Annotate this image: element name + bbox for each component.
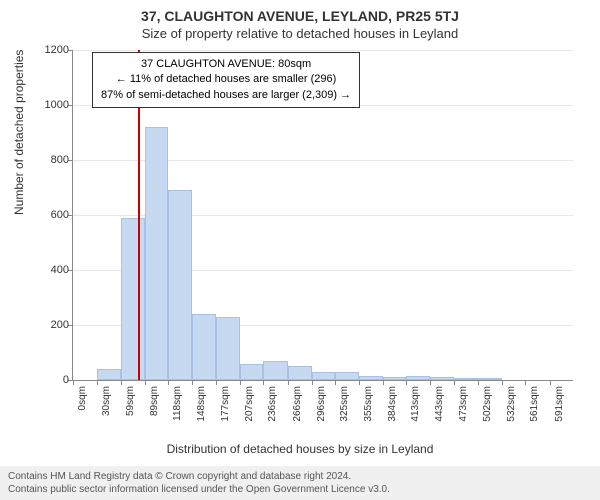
x-tick-label: 59sqm <box>125 386 136 416</box>
y-axis-label: Number of detached properties <box>12 50 26 215</box>
x-tick-mark <box>550 380 551 385</box>
x-tick-mark <box>145 380 146 385</box>
annotation-line-2: ← 11% of detached houses are smaller (29… <box>101 72 351 87</box>
x-tick-mark <box>454 380 455 385</box>
x-tick-label: 532sqm <box>506 386 517 422</box>
histogram-bar <box>359 376 382 380</box>
x-tick-label: 296sqm <box>316 386 327 422</box>
histogram-bar <box>430 377 454 380</box>
x-tick-label: 89sqm <box>149 386 160 416</box>
footer: Contains HM Land Registry data © Crown c… <box>0 466 600 500</box>
x-tick-mark <box>383 380 384 385</box>
y-tick-label: 600 <box>29 209 69 221</box>
x-tick-label: 355sqm <box>363 386 374 422</box>
grid-line <box>73 50 573 51</box>
histogram-bar <box>263 361 287 380</box>
x-tick-label: 207sqm <box>244 386 255 422</box>
page-title: 37, CLAUGHTON AVENUE, LEYLAND, PR25 5TJ <box>0 0 600 24</box>
y-tick-label: 200 <box>29 319 69 331</box>
x-tick-mark <box>478 380 479 385</box>
chart-container: 37, CLAUGHTON AVENUE, LEYLAND, PR25 5TJ … <box>0 0 600 500</box>
x-axis-label: Distribution of detached houses by size … <box>0 442 600 456</box>
x-tick-mark <box>406 380 407 385</box>
histogram-bar <box>383 377 406 380</box>
histogram-bar <box>454 378 477 380</box>
histogram-bar <box>288 366 312 380</box>
histogram-bar <box>240 364 263 381</box>
y-tick-label: 1200 <box>29 44 69 56</box>
x-tick-mark <box>312 380 313 385</box>
x-tick-mark <box>192 380 193 385</box>
x-tick-label: 118sqm <box>172 386 183 421</box>
annotation-box: 37 CLAUGHTON AVENUE: 80sqm ← 11% of deta… <box>92 52 360 108</box>
x-tick-mark <box>168 380 169 385</box>
y-tick-label: 1000 <box>29 99 69 111</box>
x-tick-label: 502sqm <box>482 386 493 422</box>
x-tick-mark <box>240 380 241 385</box>
page-subtitle: Size of property relative to detached ho… <box>0 24 600 41</box>
x-tick-label: 443sqm <box>434 386 445 422</box>
y-tick-label: 400 <box>29 264 69 276</box>
x-tick-label: 591sqm <box>554 386 565 422</box>
x-tick-label: 148sqm <box>196 386 207 422</box>
x-tick-label: 561sqm <box>529 386 540 422</box>
x-tick-label: 413sqm <box>410 386 421 422</box>
x-tick-mark <box>121 380 122 385</box>
annotation-line-1: 37 CLAUGHTON AVENUE: 80sqm <box>101 57 351 72</box>
histogram-bar <box>478 378 502 380</box>
x-tick-mark <box>216 380 217 385</box>
x-tick-label: 384sqm <box>387 386 398 422</box>
histogram-bar <box>97 369 120 380</box>
x-tick-label: 236sqm <box>267 386 278 422</box>
footer-line-2: Contains public sector information licen… <box>8 483 592 496</box>
x-tick-mark <box>525 380 526 385</box>
x-tick-label: 266sqm <box>292 386 303 422</box>
histogram-bar <box>406 376 430 380</box>
x-tick-label: 325sqm <box>339 386 350 422</box>
x-tick-label: 30sqm <box>101 386 112 416</box>
footer-line-1: Contains HM Land Registry data © Crown c… <box>8 470 592 483</box>
x-tick-mark <box>430 380 431 385</box>
x-tick-mark <box>359 380 360 385</box>
histogram-bar <box>121 218 145 380</box>
histogram-bar <box>168 190 192 380</box>
histogram-bar <box>312 372 335 380</box>
x-tick-mark <box>288 380 289 385</box>
histogram-bar <box>335 372 359 380</box>
histogram-bar <box>216 317 240 380</box>
x-tick-mark <box>335 380 336 385</box>
annotation-line-3: 87% of semi-detached houses are larger (… <box>101 88 351 103</box>
histogram-bar <box>192 314 215 380</box>
x-tick-label: 473sqm <box>458 386 469 422</box>
y-tick-label: 800 <box>29 154 69 166</box>
x-tick-label: 0sqm <box>77 386 88 410</box>
x-tick-label: 177sqm <box>220 386 231 422</box>
x-tick-mark <box>73 380 74 385</box>
y-tick-label: 0 <box>29 374 69 386</box>
x-tick-mark <box>97 380 98 385</box>
x-tick-mark <box>263 380 264 385</box>
histogram-bar <box>145 127 168 380</box>
x-tick-mark <box>502 380 503 385</box>
